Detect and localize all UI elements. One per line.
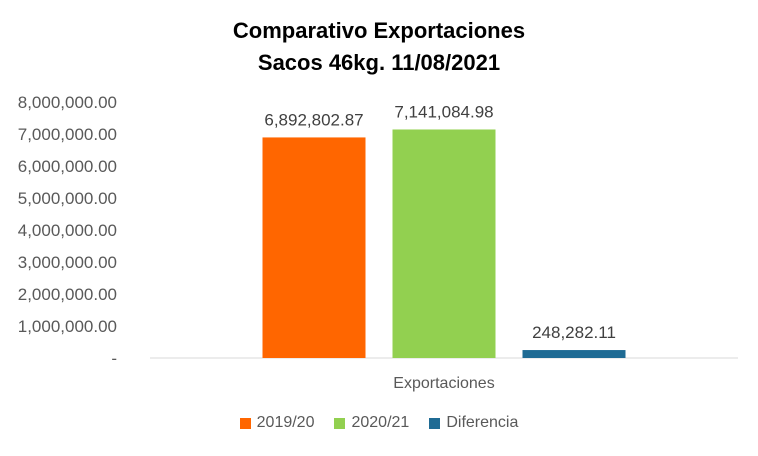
y-tick-label: 2,000,000.00	[18, 285, 117, 304]
data-label: 248,282.11	[532, 323, 616, 342]
y-tick-label: 8,000,000.00	[18, 93, 117, 112]
y-tick-label: 3,000,000.00	[18, 253, 117, 272]
y-tick-label: 6,000,000.00	[18, 157, 117, 176]
data-label: 6,892,802.87	[264, 110, 363, 129]
bar-2019-20	[262, 137, 366, 358]
legend-swatch-diferencia	[429, 417, 441, 429]
legend-swatch-2020-21	[334, 417, 346, 429]
legend-label-2020-21: 2020/21	[351, 414, 410, 431]
chart-subtitle: Sacos 46kg. 11/08/2021	[257, 50, 501, 75]
legend-item-diferencia: Diferencia	[429, 414, 518, 432]
chart-title: Comparativo Exportaciones	[232, 18, 526, 43]
bar-2020-21	[392, 129, 496, 358]
legend-item-2019-20: 2019/20	[239, 414, 315, 432]
x-category-label: Exportaciones	[393, 375, 494, 392]
y-tick-label: 5,000,000.00	[18, 189, 117, 208]
data-label: 7,141,084.98	[394, 102, 493, 121]
y-tick-label: 4,000,000.00	[18, 221, 117, 240]
legend-item-2020-21: 2020/21	[334, 414, 409, 432]
y-tick-label: -	[111, 349, 117, 368]
legend-label-2019-20: 2019/20	[256, 414, 315, 431]
legend: 2019/20 2020/21 Diferencia	[0, 414, 758, 432]
y-tick-label: 1,000,000.00	[18, 317, 117, 336]
legend-label-diferencia: Diferencia	[446, 414, 519, 431]
bar-diferencia	[522, 350, 626, 358]
y-tick-label: 7,000,000.00	[18, 125, 117, 144]
legend-swatch-2019-20	[239, 417, 251, 429]
